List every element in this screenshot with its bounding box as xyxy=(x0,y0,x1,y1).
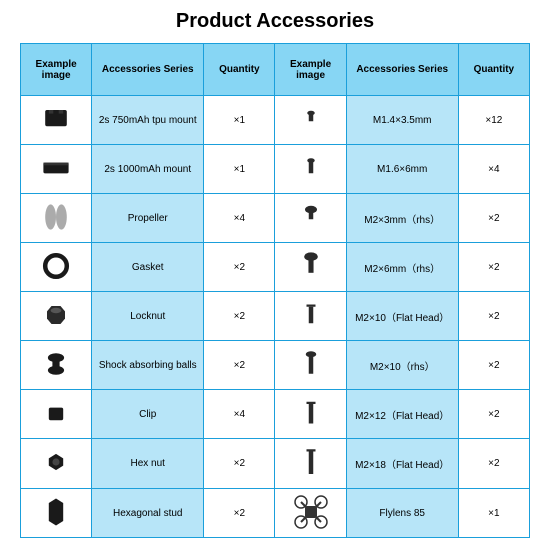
series-right: M2×3mm（rhs） xyxy=(346,194,458,243)
header-img-l: Example image xyxy=(21,44,92,96)
screw-short-icon xyxy=(275,145,346,194)
screw-rhs-short-icon xyxy=(275,194,346,243)
series-left: Locknut xyxy=(92,292,204,341)
header-qty-r: Quantity xyxy=(458,44,529,96)
table-row: Hexagonal stud×2 Flylens 85×1 xyxy=(21,489,530,538)
series-left: Shock absorbing balls xyxy=(92,341,204,390)
series-left: Gasket xyxy=(92,243,204,292)
qty-left: ×2 xyxy=(204,489,275,538)
table-row: 2s 750mAh tpu mount×1 M1.4×3.5mm×12 xyxy=(21,96,530,145)
series-right: M1.4×3.5mm xyxy=(346,96,458,145)
table-row: Propeller×4 M2×3mm（rhs）×2 xyxy=(21,194,530,243)
header-series-r: Accessories Series xyxy=(346,44,458,96)
series-left: Propeller xyxy=(92,194,204,243)
qty-left: ×4 xyxy=(204,194,275,243)
screw-tiny-icon xyxy=(275,96,346,145)
qty-right: ×2 xyxy=(458,439,529,489)
qty-left: ×1 xyxy=(204,96,275,145)
series-right: M2×10（Flat Head） xyxy=(346,292,458,341)
series-right: M1.6×6mm xyxy=(346,145,458,194)
mount-wide-icon xyxy=(21,145,92,194)
screw-flat-long-icon xyxy=(275,390,346,439)
screw-flat-xlong-icon xyxy=(275,439,346,489)
qty-right: ×2 xyxy=(458,194,529,243)
table-row: Gasket×2M2×6mm（rhs）×2 xyxy=(21,243,530,292)
hex-stud-icon xyxy=(21,489,92,538)
qty-left: ×4 xyxy=(204,390,275,439)
locknut-icon xyxy=(21,292,92,341)
table-row: Hex nut×2M2×18（Flat Head）×2 xyxy=(21,439,530,489)
header-qty-l: Quantity xyxy=(204,44,275,96)
series-left: Hexagonal stud xyxy=(92,489,204,538)
qty-left: ×1 xyxy=(204,145,275,194)
table-row: 2s 1000mAh mount×1 M1.6×6mm×4 xyxy=(21,145,530,194)
qty-right: ×2 xyxy=(458,243,529,292)
series-left: Hex nut xyxy=(92,439,204,489)
qty-left: ×2 xyxy=(204,243,275,292)
series-left: 2s 750mAh tpu mount xyxy=(92,96,204,145)
header-img-r: Example image xyxy=(275,44,346,96)
qty-left: ×2 xyxy=(204,341,275,390)
qty-right: ×12 xyxy=(458,96,529,145)
qty-right: ×4 xyxy=(458,145,529,194)
series-right: M2×18（Flat Head） xyxy=(346,439,458,489)
series-right: M2×10（rhs） xyxy=(346,341,458,390)
header-series-l: Accessories Series xyxy=(92,44,204,96)
table-row: Locknut×2M2×10（Flat Head）×2 xyxy=(21,292,530,341)
series-left: 2s 1000mAh mount xyxy=(92,145,204,194)
qty-left: ×2 xyxy=(204,439,275,489)
qty-right: ×2 xyxy=(458,292,529,341)
series-right: M2×6mm（rhs） xyxy=(346,243,458,292)
propeller-icon xyxy=(21,194,92,243)
mount-square-icon xyxy=(21,96,92,145)
shock-ball-icon xyxy=(21,341,92,390)
drone-icon xyxy=(275,489,346,538)
hex-nut-icon xyxy=(21,439,92,489)
series-right: Flylens 85 xyxy=(346,489,458,538)
accessories-table: Example image Accessories Series Quantit… xyxy=(20,43,530,538)
qty-right: ×2 xyxy=(458,390,529,439)
gasket-icon xyxy=(21,243,92,292)
qty-left: ×2 xyxy=(204,292,275,341)
screw-flat-med-icon xyxy=(275,292,346,341)
table-row: Shock absorbing balls×2M2×10（rhs）×2 xyxy=(21,341,530,390)
screw-rhs-long-icon xyxy=(275,341,346,390)
screw-rhs-med-icon xyxy=(275,243,346,292)
header-row: Example image Accessories Series Quantit… xyxy=(21,44,530,96)
page-title: Product Accessories xyxy=(20,10,530,33)
qty-right: ×1 xyxy=(458,489,529,538)
table-row: Clip×4 M2×12（Flat Head）×2 xyxy=(21,390,530,439)
qty-right: ×2 xyxy=(458,341,529,390)
series-right: M2×12（Flat Head） xyxy=(346,390,458,439)
series-left: Clip xyxy=(92,390,204,439)
clip-icon xyxy=(21,390,92,439)
